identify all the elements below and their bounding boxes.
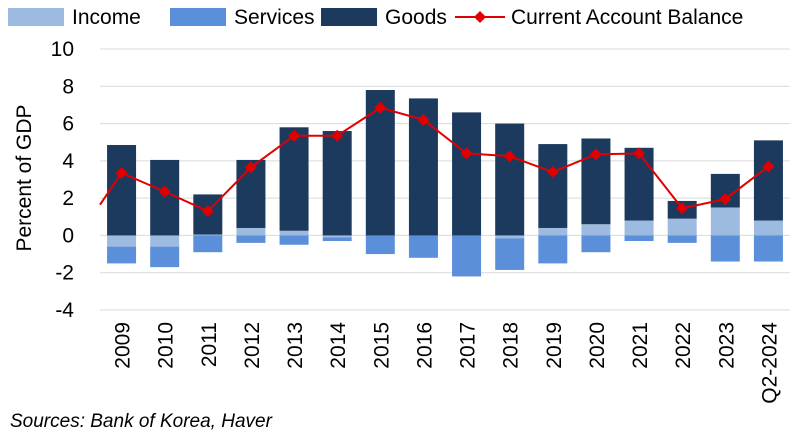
bar-income xyxy=(236,227,266,236)
x-axis-ticks: 2009 2010 2011 2012 2013 2014 2015 2016 2017 2018… xyxy=(112,322,782,404)
bar-services xyxy=(236,235,266,243)
bar-goods xyxy=(107,145,137,236)
bar-income xyxy=(322,235,352,238)
bar-services xyxy=(538,235,568,264)
bar-income xyxy=(667,218,697,236)
bar-services xyxy=(581,235,611,253)
bar-income xyxy=(710,207,740,236)
current-account-point xyxy=(546,166,559,179)
bar-goods xyxy=(624,147,654,221)
x-tick-label: 2014 xyxy=(327,322,350,369)
bars xyxy=(107,90,783,277)
legend-swatch xyxy=(321,8,377,26)
bar-services xyxy=(753,235,783,262)
current-account-point xyxy=(158,185,171,198)
y-tick-label: -2 xyxy=(55,262,74,285)
x-tick-label: 2022 xyxy=(672,322,695,369)
legend-label: Goods xyxy=(385,6,447,29)
bar-goods xyxy=(322,131,352,236)
bar-goods xyxy=(495,123,525,236)
current-account-point xyxy=(460,147,473,160)
current-account-point xyxy=(115,166,128,179)
bar-income xyxy=(279,230,309,236)
bar-goods xyxy=(150,159,180,236)
y-axis-label: Percent of GDP xyxy=(13,104,36,251)
current-account-line xyxy=(99,101,775,218)
bar-services xyxy=(495,238,525,270)
bar-services xyxy=(322,237,352,242)
current-account-point xyxy=(331,129,344,142)
bar-services xyxy=(365,235,395,255)
legend-label: Current Account Balance xyxy=(511,6,743,29)
y-tick-label: 2 xyxy=(62,187,74,210)
current-account-point xyxy=(244,161,257,174)
current-account-point xyxy=(201,205,214,218)
x-tick-label: 2020 xyxy=(586,322,609,369)
x-tick-label: 2021 xyxy=(629,322,652,369)
y-tick-label: -4 xyxy=(55,299,74,322)
bar-services xyxy=(452,235,482,277)
bar-goods xyxy=(753,140,783,221)
bar-income xyxy=(193,234,223,236)
y-tick-label: 4 xyxy=(62,150,74,173)
bar-goods xyxy=(538,144,568,228)
legend-swatch xyxy=(170,8,226,26)
gridlines xyxy=(100,48,790,311)
current-account-point xyxy=(633,147,646,160)
bar-income xyxy=(538,227,568,236)
current-account-point xyxy=(374,101,387,114)
x-tick-label: 2016 xyxy=(413,322,436,369)
legend-label: Income xyxy=(72,6,141,29)
legend: Income Services Goods Current Account Balan… xyxy=(8,6,743,29)
bar-services xyxy=(107,246,137,264)
legend-marker xyxy=(474,11,486,23)
bar-goods xyxy=(452,112,482,236)
bar-services xyxy=(408,235,438,258)
bar-goods xyxy=(279,127,309,231)
x-tick-label: 2017 xyxy=(457,322,480,369)
legend-swatch xyxy=(8,8,64,26)
bar-services xyxy=(667,235,697,243)
current-account-point xyxy=(503,150,516,163)
bar-income xyxy=(581,224,611,236)
y-axis-ticks: -4 -2 0 2 4 6 8 10 xyxy=(51,38,75,322)
y-tick-label: 0 xyxy=(62,224,74,247)
source-note: Sources: Bank of Korea, Haver xyxy=(10,411,273,432)
current-account-point xyxy=(676,202,689,215)
bar-services xyxy=(279,235,309,245)
x-tick-label: Q2-2024 xyxy=(758,322,781,404)
bar-income xyxy=(753,220,783,236)
x-tick-label: 2019 xyxy=(543,322,566,369)
legend-label: Services xyxy=(234,6,315,29)
current-account-point xyxy=(719,193,732,206)
y-tick-label: 6 xyxy=(62,113,74,136)
y-tick-label: 10 xyxy=(51,38,74,61)
current-account-point xyxy=(288,129,301,142)
x-tick-label: 2023 xyxy=(715,322,738,369)
current-account-point xyxy=(762,160,775,173)
current-account-point xyxy=(589,148,602,161)
bar-services xyxy=(150,246,180,268)
x-tick-label: 2013 xyxy=(284,322,307,369)
bar-services xyxy=(710,235,740,262)
x-tick-label: 2018 xyxy=(500,322,523,369)
bar-income xyxy=(150,235,180,247)
x-tick-label: 2009 xyxy=(112,322,135,369)
x-tick-label: 2011 xyxy=(198,322,221,367)
x-tick-label: 2012 xyxy=(241,322,264,369)
x-tick-label: 2015 xyxy=(370,322,393,369)
bar-services xyxy=(624,235,654,242)
bar-income xyxy=(624,220,654,236)
bar-services xyxy=(193,235,223,253)
x-tick-label: 2010 xyxy=(155,322,178,369)
bar-income xyxy=(495,235,525,239)
bar-income xyxy=(107,235,137,247)
y-tick-label: 8 xyxy=(62,75,74,98)
current-account-point xyxy=(417,113,430,126)
